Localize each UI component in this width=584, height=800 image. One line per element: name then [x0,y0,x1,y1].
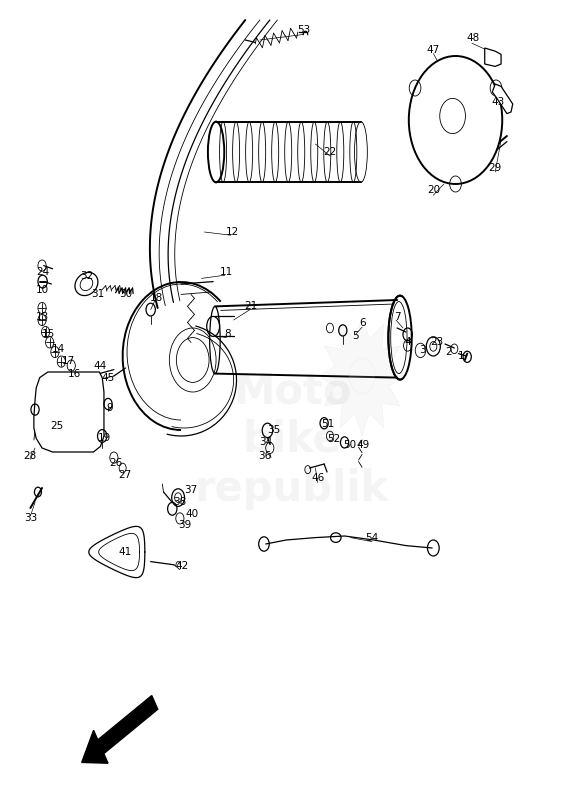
Polygon shape [318,316,406,436]
Text: 50: 50 [343,440,356,450]
Text: 41: 41 [119,547,132,557]
Polygon shape [34,372,104,452]
Text: 30: 30 [120,289,133,298]
Text: 6: 6 [359,318,366,328]
Text: 18: 18 [150,293,163,302]
Text: 35: 35 [267,426,280,435]
Text: 48: 48 [467,34,479,43]
Circle shape [172,489,185,506]
Text: 1: 1 [458,351,465,361]
Text: 26: 26 [109,458,122,468]
Text: 3: 3 [419,345,426,354]
Text: 16: 16 [68,369,81,378]
Text: 46: 46 [311,474,324,483]
Text: 31: 31 [92,289,105,298]
Circle shape [409,56,502,184]
Text: 45: 45 [102,374,114,383]
Text: 52: 52 [328,434,340,444]
Text: 4: 4 [404,338,411,347]
Text: 44: 44 [94,362,107,371]
Ellipse shape [75,273,98,295]
Text: 42: 42 [176,562,189,571]
Text: 34: 34 [259,438,272,447]
Text: 37: 37 [184,485,197,494]
Text: Moto
bike
republik: Moto bike republik [195,370,389,510]
Text: 12: 12 [226,227,239,237]
Polygon shape [492,84,513,114]
Text: 40: 40 [185,509,198,518]
Text: 9: 9 [106,403,113,413]
Text: 51: 51 [321,419,334,429]
Text: 47: 47 [427,45,440,54]
Text: 23: 23 [430,338,443,347]
Text: 20: 20 [427,186,440,195]
Text: 39: 39 [178,520,191,530]
Text: 38: 38 [173,498,186,507]
Polygon shape [485,48,501,66]
Text: 14: 14 [52,344,65,354]
Text: 7: 7 [394,312,401,322]
Text: 13: 13 [36,312,49,322]
Text: 5: 5 [352,331,359,341]
Text: 19: 19 [98,433,110,442]
Text: 36: 36 [258,451,271,461]
Text: 27: 27 [118,470,131,480]
Text: 32: 32 [80,271,93,281]
Text: 22: 22 [324,147,336,157]
Text: 17: 17 [62,356,75,366]
Text: 8: 8 [224,329,231,338]
Text: 49: 49 [357,440,370,450]
Text: 53: 53 [297,26,310,35]
Text: 43: 43 [492,98,505,107]
Text: 25: 25 [51,421,64,430]
Text: 24: 24 [36,267,49,277]
Text: 33: 33 [24,514,37,523]
Text: 2: 2 [445,347,452,357]
Text: 15: 15 [42,330,55,339]
Text: 21: 21 [245,302,258,311]
Text: 29: 29 [489,163,502,173]
Text: 10: 10 [36,285,49,294]
Text: 28: 28 [24,451,37,461]
Text: 11: 11 [220,267,233,277]
FancyArrow shape [82,695,158,763]
Text: 54: 54 [366,533,378,542]
Circle shape [349,358,375,394]
